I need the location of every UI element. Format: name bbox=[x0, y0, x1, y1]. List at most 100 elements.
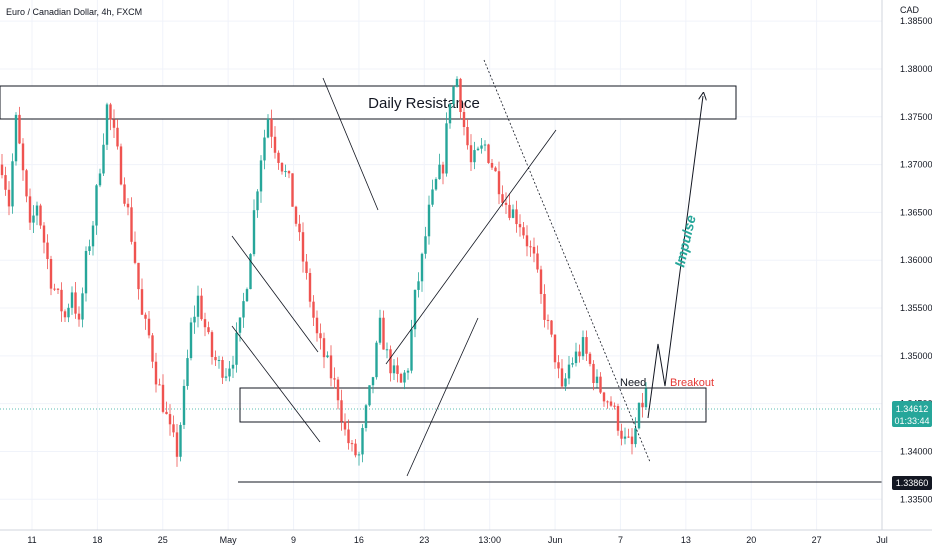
candle-down[interactable] bbox=[301, 232, 305, 262]
candle-down[interactable] bbox=[18, 114, 21, 144]
candle-down[interactable] bbox=[109, 104, 112, 120]
candle-down[interactable] bbox=[158, 384, 161, 386]
candle-up[interactable] bbox=[595, 376, 599, 384]
candle-down[interactable] bbox=[0, 164, 4, 176]
candle-up[interactable] bbox=[438, 164, 441, 180]
candle-down[interactable] bbox=[119, 146, 123, 185]
trendline-1[interactable] bbox=[231, 235, 319, 353]
candle-down[interactable] bbox=[532, 246, 536, 254]
candle-down[interactable] bbox=[553, 334, 557, 363]
candle-up[interactable] bbox=[105, 104, 109, 145]
candle-down[interactable] bbox=[620, 430, 623, 439]
candle-up[interactable] bbox=[245, 289, 249, 302]
candle-up[interactable] bbox=[473, 150, 476, 163]
candle-down[interactable] bbox=[144, 314, 147, 319]
candle-up[interactable] bbox=[224, 376, 228, 378]
candle-down[interactable] bbox=[203, 319, 207, 328]
candle-up[interactable] bbox=[445, 123, 448, 174]
candle-down[interactable] bbox=[382, 317, 385, 350]
candle-up[interactable] bbox=[98, 173, 102, 186]
candle-down[interactable] bbox=[315, 317, 319, 334]
candle-down[interactable] bbox=[200, 295, 203, 320]
candle-up[interactable] bbox=[235, 332, 238, 365]
candle-down[interactable] bbox=[305, 261, 308, 274]
candle-down[interactable] bbox=[277, 152, 280, 163]
trendline-2[interactable] bbox=[231, 325, 321, 443]
candle-up[interactable] bbox=[189, 322, 193, 359]
candle-down[interactable] bbox=[487, 144, 490, 163]
candle-down[interactable] bbox=[294, 206, 298, 224]
candle-down[interactable] bbox=[497, 171, 501, 195]
candle-down[interactable] bbox=[350, 443, 354, 445]
candle-down[interactable] bbox=[287, 171, 291, 174]
candle-up[interactable] bbox=[434, 179, 438, 190]
candle-down[interactable] bbox=[585, 337, 588, 354]
candle-up[interactable] bbox=[448, 103, 452, 124]
candle-up[interactable] bbox=[455, 78, 459, 87]
candle-down[interactable] bbox=[490, 162, 494, 168]
candle-down[interactable] bbox=[599, 376, 602, 393]
candle-down[interactable] bbox=[60, 289, 63, 312]
candle-up[interactable] bbox=[32, 215, 35, 223]
candle-down[interactable] bbox=[389, 349, 392, 374]
candle-down[interactable] bbox=[175, 432, 179, 457]
candle-down[interactable] bbox=[168, 414, 172, 425]
candle-down[interactable] bbox=[25, 170, 28, 197]
candle-up[interactable] bbox=[81, 293, 84, 320]
candle-down[interactable] bbox=[469, 145, 473, 163]
candle-down[interactable] bbox=[4, 175, 7, 190]
candle-down[interactable] bbox=[602, 392, 606, 402]
candle-up[interactable] bbox=[375, 342, 378, 378]
candle-down[interactable] bbox=[333, 378, 336, 380]
candle-down[interactable] bbox=[312, 301, 315, 318]
candle-down[interactable] bbox=[154, 361, 158, 385]
candle-up[interactable] bbox=[179, 424, 182, 457]
candle-down[interactable] bbox=[210, 332, 214, 357]
candle-up[interactable] bbox=[263, 137, 266, 161]
candle-down[interactable] bbox=[539, 269, 543, 295]
candle-up[interactable] bbox=[637, 402, 641, 429]
candle-down[interactable] bbox=[56, 288, 60, 290]
candle-down[interactable] bbox=[21, 143, 25, 171]
candle-up[interactable] bbox=[567, 364, 571, 379]
candle-down[interactable] bbox=[396, 365, 399, 374]
candle-up[interactable] bbox=[483, 144, 487, 146]
candle-up[interactable] bbox=[564, 378, 567, 387]
candle-up[interactable] bbox=[252, 210, 256, 255]
candle-up[interactable] bbox=[102, 144, 105, 174]
candle-up[interactable] bbox=[413, 289, 417, 330]
candle-down[interactable] bbox=[126, 203, 130, 208]
projection-path[interactable] bbox=[647, 96, 703, 419]
candle-up[interactable] bbox=[385, 349, 389, 351]
candle-down[interactable] bbox=[28, 196, 32, 223]
candle-down[interactable] bbox=[504, 202, 508, 205]
candle-up[interactable] bbox=[417, 281, 420, 290]
candle-down[interactable] bbox=[588, 353, 592, 364]
candle-down[interactable] bbox=[49, 259, 53, 289]
candle-up[interactable] bbox=[70, 292, 74, 308]
candle-down[interactable] bbox=[529, 246, 532, 248]
candle-up[interactable] bbox=[182, 385, 186, 425]
candle-up[interactable] bbox=[431, 189, 434, 205]
candle-up[interactable] bbox=[326, 355, 329, 358]
candle-down[interactable] bbox=[592, 363, 595, 384]
price-axis[interactable]: CAD 1.38500 1.38000 1.37500 1.37000 1.36500 1… bbox=[881, 0, 932, 530]
candle-down[interactable] bbox=[641, 402, 644, 408]
time-axis[interactable]: 11 18 25 May 9 16 23 13:00 Jun 7 13 20 27 Jul bbox=[0, 529, 932, 545]
candle-down[interactable] bbox=[557, 362, 560, 369]
candle-up[interactable] bbox=[228, 368, 231, 377]
candle-down[interactable] bbox=[613, 405, 616, 407]
candle-up[interactable] bbox=[357, 454, 361, 456]
resistance-zone[interactable] bbox=[0, 85, 737, 120]
candle-down[interactable] bbox=[7, 189, 11, 207]
candle-up[interactable] bbox=[284, 171, 287, 173]
candle-down[interactable] bbox=[340, 400, 343, 422]
candle-up[interactable] bbox=[84, 250, 88, 294]
candle-down[interactable] bbox=[501, 194, 504, 203]
candle-down[interactable] bbox=[578, 351, 581, 357]
candle-down[interactable] bbox=[459, 78, 462, 113]
candle-down[interactable] bbox=[609, 401, 613, 406]
candle-up[interactable] bbox=[392, 365, 396, 374]
